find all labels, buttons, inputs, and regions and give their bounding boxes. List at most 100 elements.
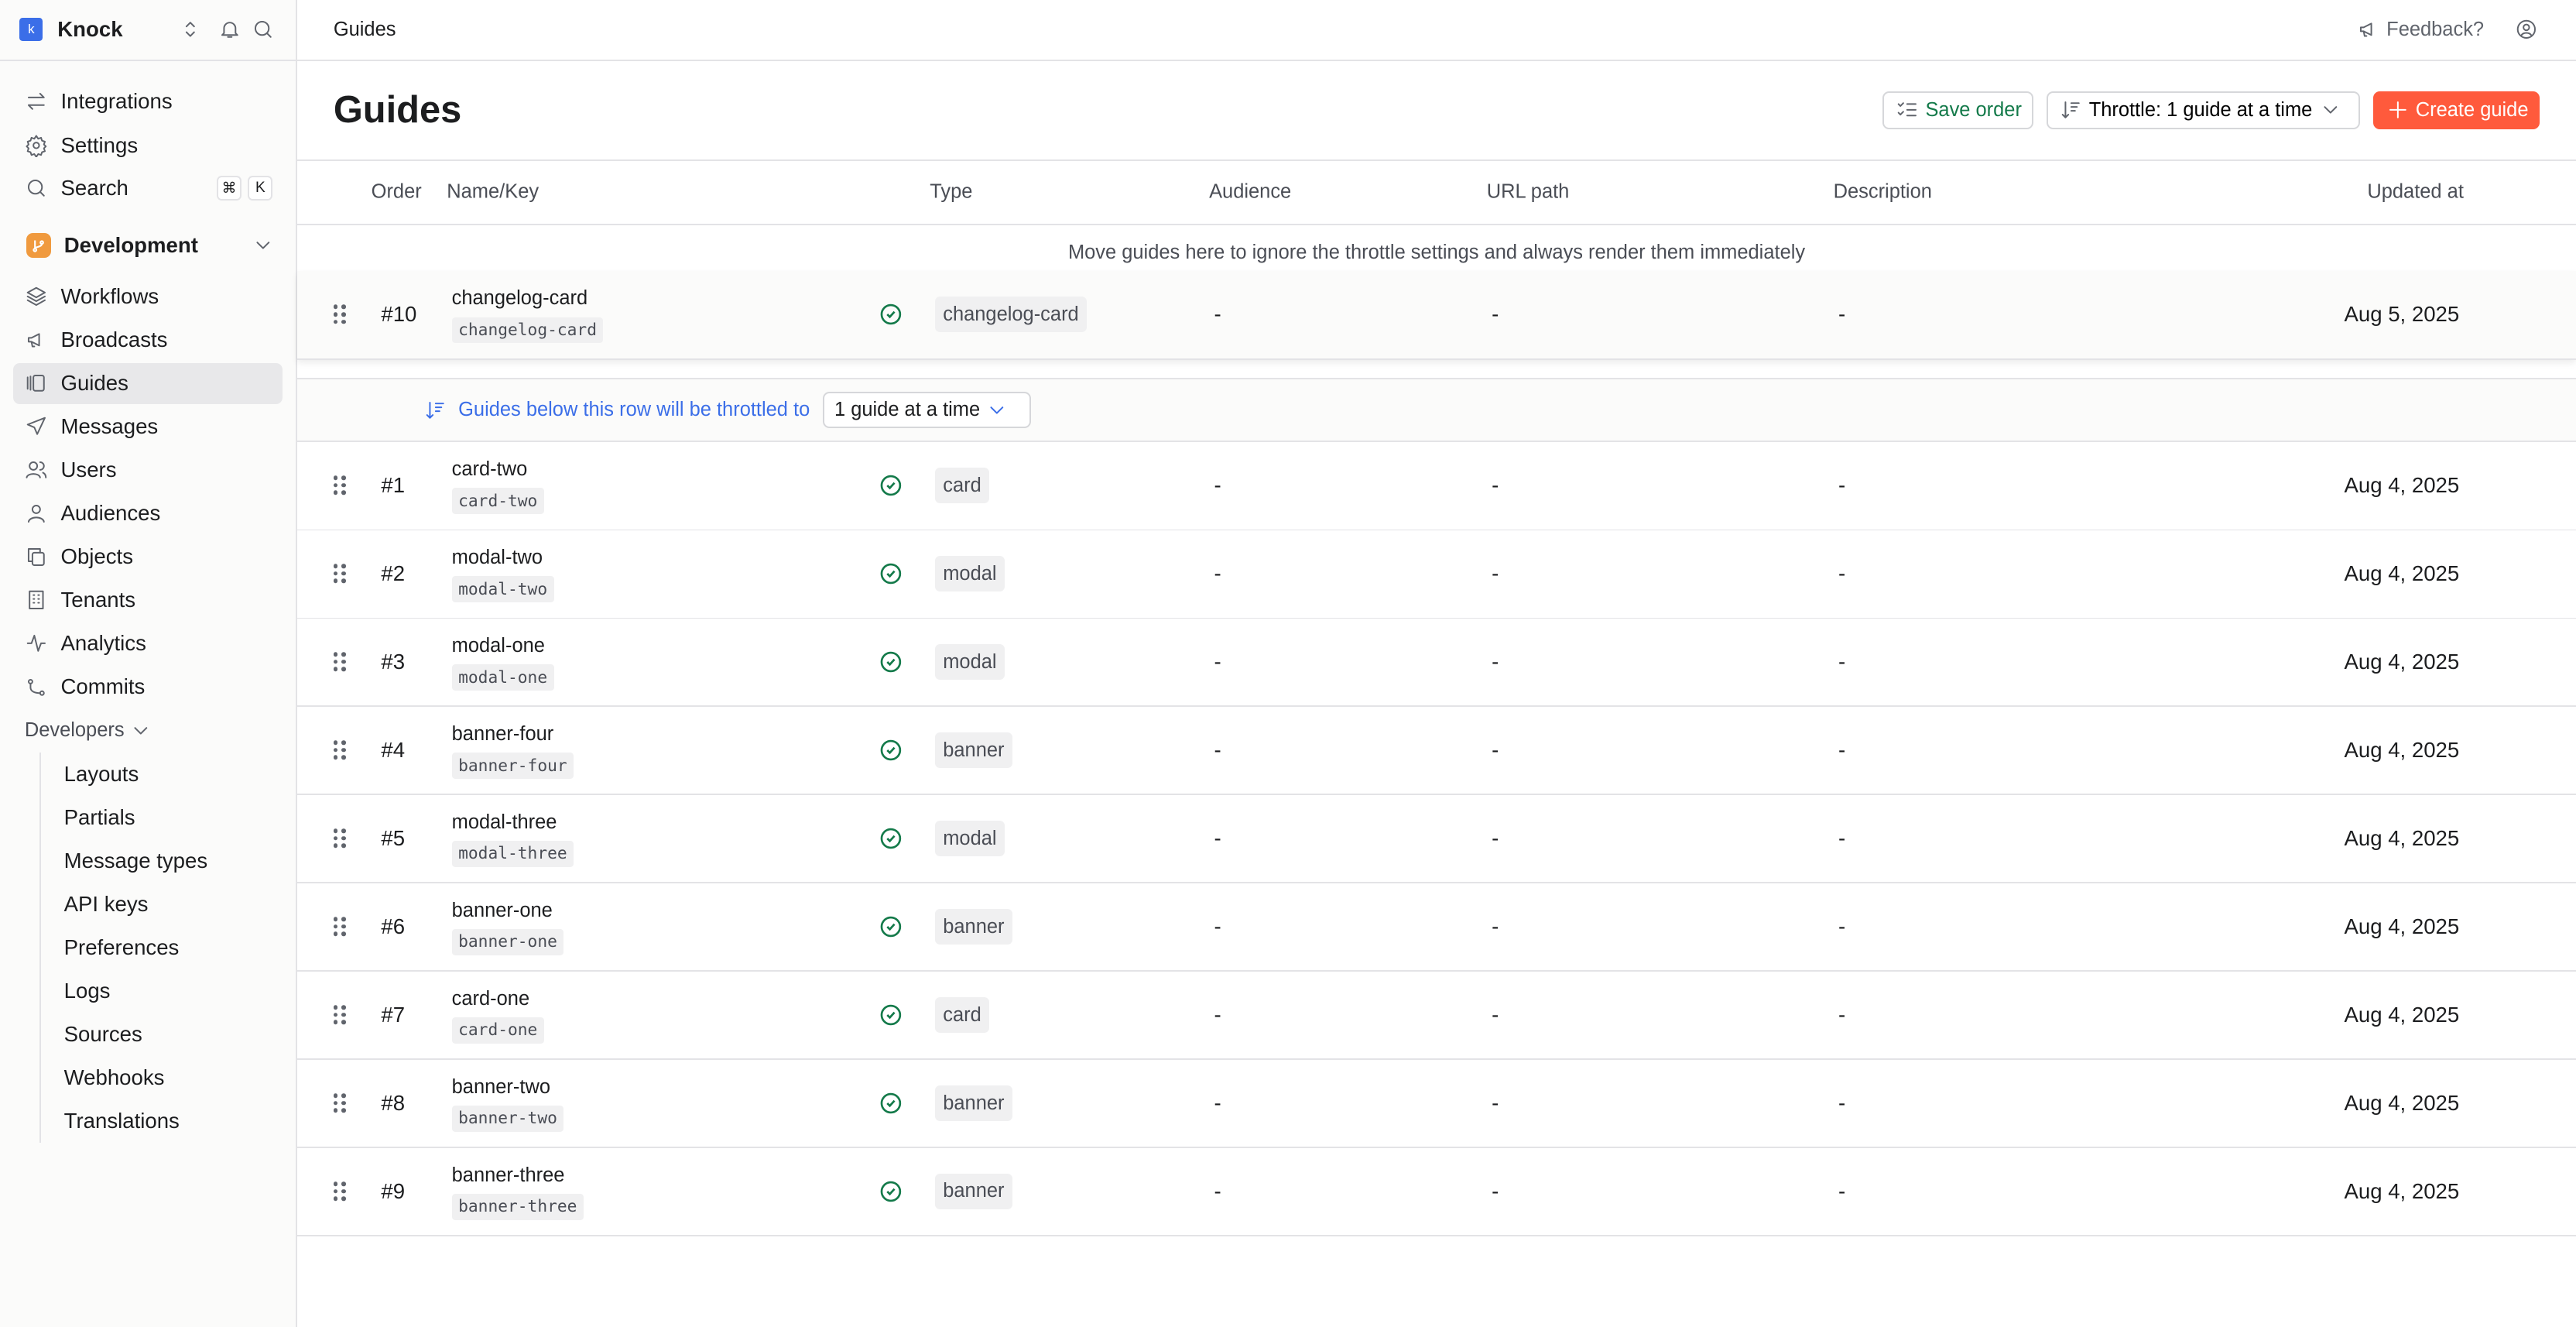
sidebar-item-tenants[interactable]: Tenants: [13, 580, 283, 621]
user-account-icon[interactable]: [2513, 16, 2540, 43]
sidebar-item-objects[interactable]: Objects: [13, 537, 283, 578]
sidebar-item-label: Guides: [60, 371, 128, 396]
guide-name[interactable]: banner-three: [451, 1164, 565, 1186]
sidebar-item-label: Users: [60, 458, 117, 482]
column-type[interactable]: Type: [930, 180, 973, 203]
sidebar-item-guides[interactable]: Guides: [12, 362, 283, 404]
chevron-down-icon: [128, 717, 154, 743]
sidebar-item-partials[interactable]: Partials: [63, 805, 135, 830]
sidebar-item-label: Search: [60, 176, 128, 200]
throttle-limit-select[interactable]: 1 guide at a time: [823, 392, 1031, 428]
drag-handle-icon[interactable]: [333, 740, 347, 760]
guide-name[interactable]: changelog-card: [451, 287, 588, 310]
description-cell: -: [1838, 302, 1846, 327]
drag-handle-icon[interactable]: [333, 304, 347, 324]
bell-icon[interactable]: [217, 16, 243, 43]
table-row[interactable]: #7 card-one card-one card - - - Aug 4, 2…: [297, 971, 2576, 1061]
sidebar-item-preferences[interactable]: Preferences: [63, 935, 180, 960]
create-guide-button[interactable]: Create guide: [2372, 91, 2540, 129]
updated-at-cell: Aug 4, 2025: [2344, 1091, 2460, 1116]
sidebar-item-translations[interactable]: Translations: [63, 1109, 180, 1133]
guide-name[interactable]: card-two: [451, 458, 528, 481]
sidebar-item-audiences[interactable]: Audiences: [13, 493, 283, 534]
drag-handle-icon[interactable]: [333, 917, 347, 936]
updated-at-cell: Aug 4, 2025: [2344, 561, 2460, 586]
column-audience[interactable]: Audience: [1209, 180, 1292, 203]
guide-name[interactable]: banner-two: [451, 1075, 550, 1098]
column-order[interactable]: Order: [371, 180, 422, 203]
order-cell: #7: [381, 1003, 406, 1027]
guide-name[interactable]: modal-two: [451, 547, 543, 569]
drag-handle-icon[interactable]: [333, 475, 347, 495]
column-name-key[interactable]: Name/Key: [447, 180, 540, 203]
sidebar-item-search[interactable]: Search ⌘ K: [13, 167, 283, 208]
chevron-up-down-icon[interactable]: [177, 16, 204, 43]
throttle-dropdown[interactable]: Throttle: 1 guide at a time: [2046, 91, 2360, 129]
table-row[interactable]: #1 card-two card-two card - - - Aug 4, 2…: [297, 441, 2576, 531]
sidebar-item-api-keys[interactable]: API keys: [63, 892, 149, 917]
description-cell: -: [1838, 1003, 1846, 1027]
check-circle-icon: [879, 473, 903, 498]
type-badge: changelog-card: [934, 297, 1088, 333]
table-row[interactable]: #2 modal-two modal-two modal - - - Aug 4…: [297, 530, 2576, 619]
sidebar-item-logs[interactable]: Logs: [63, 979, 111, 1003]
org-name: Knock: [57, 17, 123, 42]
sidebar-item-layouts[interactable]: Layouts: [63, 762, 139, 787]
table-row[interactable]: #4 banner-four banner-four banner - - - …: [297, 706, 2576, 796]
guide-name[interactable]: modal-three: [451, 811, 557, 834]
url-path-cell: -: [1492, 1179, 1499, 1203]
environment-switcher[interactable]: Development: [16, 225, 286, 266]
column-description[interactable]: Description: [1833, 180, 1932, 203]
sidebar-item-sources[interactable]: Sources: [63, 1022, 142, 1047]
table-row[interactable]: #8 banner-two banner-two banner - - - Au…: [297, 1059, 2576, 1149]
column-url-path[interactable]: URL path: [1486, 180, 1570, 203]
sidebar-item-label: Commits: [60, 674, 146, 699]
sidebar-item-analytics[interactable]: Analytics: [13, 623, 283, 664]
developers-nav: Layouts Partials Message types API keys Pref…: [39, 753, 286, 1144]
table-row[interactable]: #6 banner-one banner-one banner - - - Au…: [297, 883, 2576, 972]
org-switcher[interactable]: k Knock: [0, 0, 296, 61]
drag-handle-icon[interactable]: [333, 1181, 347, 1201]
table-row[interactable]: #3 modal-one modal-one modal - - - Aug 4…: [297, 618, 2576, 708]
sidebar-item-settings[interactable]: Settings: [13, 125, 283, 166]
drag-handle-icon[interactable]: [333, 1005, 347, 1024]
order-cell: #9: [381, 1179, 406, 1203]
feedback-button[interactable]: Feedback?: [2355, 16, 2484, 43]
column-updated-at[interactable]: Updated at: [2367, 180, 2464, 203]
developers-section-toggle[interactable]: Developers: [13, 710, 283, 751]
guide-name[interactable]: banner-one: [451, 900, 553, 921]
table-row[interactable]: #10 changelog-card changelog-card change…: [297, 271, 2576, 360]
drag-handle-icon[interactable]: [333, 564, 347, 584]
guide-name[interactable]: card-one: [451, 987, 530, 1010]
guide-key: modal-one: [451, 664, 554, 691]
guide-key: banner-one: [451, 929, 564, 955]
sidebar-item-message-types[interactable]: Message types: [63, 849, 208, 873]
order-cell: #3: [381, 650, 406, 674]
drag-handle-icon[interactable]: [333, 1093, 347, 1113]
sidebar-item-broadcasts[interactable]: Broadcasts: [13, 320, 283, 361]
drag-handle-icon[interactable]: [333, 828, 347, 848]
table-row[interactable]: #5 modal-three modal-three modal - - - A…: [297, 794, 2576, 884]
branch-icon: [26, 233, 51, 259]
drag-handle-icon[interactable]: [333, 652, 347, 672]
table-row[interactable]: #9 banner-three banner-three banner - - …: [297, 1147, 2576, 1237]
sidebar-item-workflows[interactable]: Workflows: [13, 276, 283, 317]
sidebar-item-messages[interactable]: Messages: [13, 406, 283, 447]
sidebar-item-commits[interactable]: Commits: [13, 667, 283, 708]
check-circle-icon: [879, 1003, 903, 1027]
guide-name[interactable]: banner-four: [451, 723, 554, 746]
guide-name[interactable]: modal-one: [451, 635, 545, 657]
chevron-down-icon: [2317, 97, 2344, 123]
check-circle-icon: [879, 650, 903, 674]
sidebar-item-webhooks[interactable]: Webhooks: [63, 1065, 165, 1090]
guides-icon: [23, 370, 50, 396]
type-badge: banner: [934, 909, 1013, 945]
order-cell: #10: [381, 302, 417, 327]
breadcrumb[interactable]: Guides: [333, 18, 396, 40]
sidebar-item-users[interactable]: Users: [13, 450, 283, 491]
arrows-swap-icon: [23, 88, 50, 115]
save-order-button[interactable]: Save order: [1882, 91, 2033, 129]
feedback-label: Feedback?: [2386, 18, 2485, 40]
sidebar-item-integrations[interactable]: Integrations: [13, 81, 283, 122]
search-icon[interactable]: [250, 16, 276, 43]
